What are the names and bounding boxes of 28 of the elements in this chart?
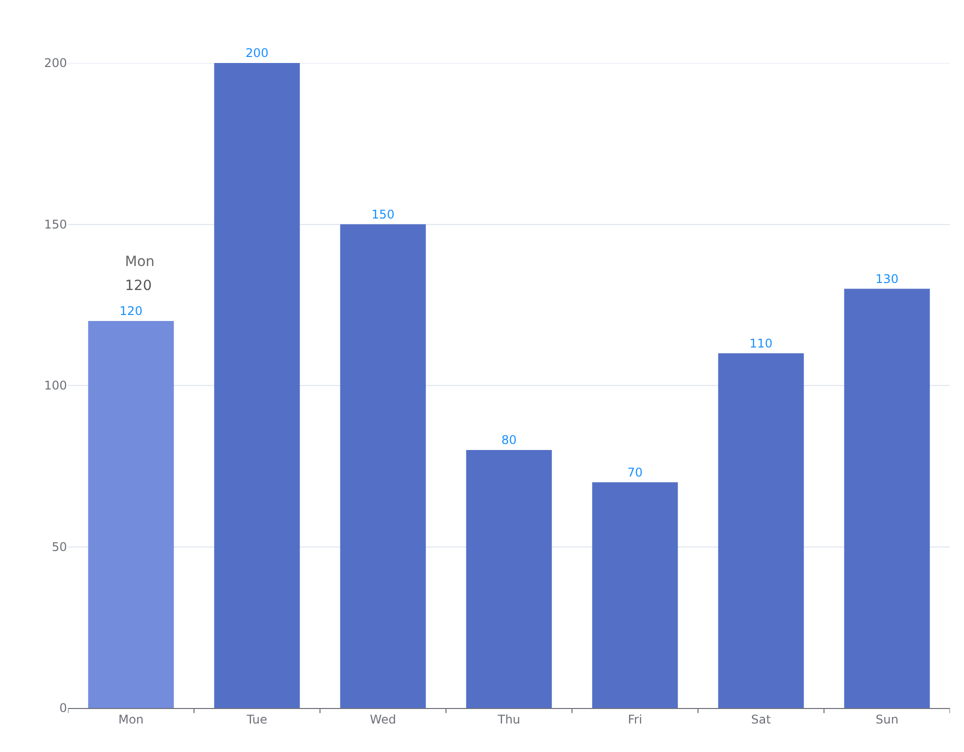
data-label: 120 — [120, 304, 142, 318]
y-tick-label: 0 — [59, 701, 67, 716]
data-label: 130 — [876, 272, 898, 286]
annotation: Mon — [125, 254, 155, 270]
data-label: 70 — [627, 465, 643, 480]
data-label: 80 — [501, 433, 517, 447]
annotation: 120 — [125, 278, 152, 294]
y-tick-label: 200 — [44, 56, 67, 70]
bar — [340, 224, 426, 708]
data-label: 200 — [246, 46, 268, 60]
bar — [718, 353, 804, 708]
y-tick-label: 100 — [44, 378, 67, 393]
x-tick-label: Sat — [751, 712, 772, 726]
bar — [592, 482, 678, 708]
data-label: 110 — [750, 336, 772, 350]
y-tick-label: 50 — [52, 540, 67, 554]
bar — [844, 288, 930, 708]
x-tick-label: Tue — [246, 712, 268, 726]
x-tick-label: Thu — [496, 712, 520, 726]
x-tick-label: Mon — [118, 712, 144, 726]
y-tick-label: 150 — [44, 217, 67, 232]
data-label: 150 — [372, 207, 394, 222]
bar — [466, 450, 552, 708]
bar — [214, 63, 300, 708]
x-tick-label: Wed — [370, 712, 396, 726]
bar — [88, 321, 174, 708]
x-tick-label: Sun — [876, 712, 898, 726]
x-tick-label: Fri — [628, 712, 642, 726]
